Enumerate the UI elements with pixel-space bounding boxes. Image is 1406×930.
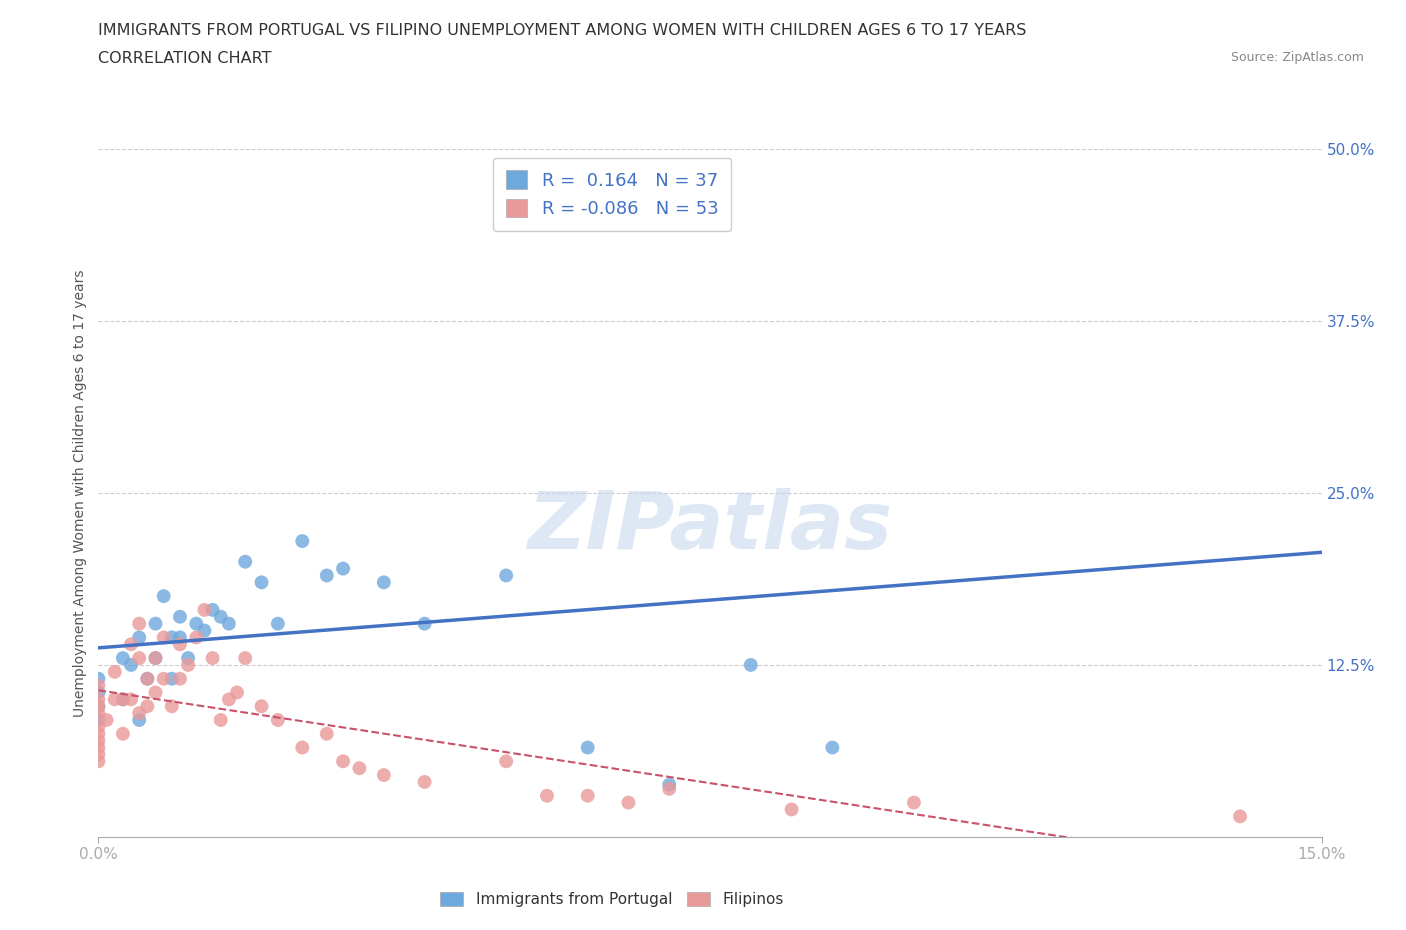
Point xyxy=(169,630,191,644)
Point xyxy=(201,603,224,618)
Point xyxy=(160,698,183,713)
Point xyxy=(87,726,110,741)
Text: CORRELATION CHART: CORRELATION CHART xyxy=(98,51,271,66)
Y-axis label: Unemployment Among Women with Children Ages 6 to 17 years: Unemployment Among Women with Children A… xyxy=(73,269,87,717)
Point xyxy=(250,698,273,713)
Point xyxy=(87,754,110,769)
Point xyxy=(373,767,395,782)
Point xyxy=(373,575,395,590)
Point xyxy=(177,651,200,666)
Point xyxy=(780,802,803,817)
Point xyxy=(536,789,558,804)
Point xyxy=(87,685,110,700)
Point xyxy=(186,617,208,631)
Legend: Immigrants from Portugal, Filipinos: Immigrants from Portugal, Filipinos xyxy=(434,886,790,913)
Point xyxy=(160,671,183,686)
Point xyxy=(903,795,925,810)
Point xyxy=(576,740,599,755)
Point xyxy=(87,698,110,713)
Point xyxy=(136,698,159,713)
Point xyxy=(152,671,174,686)
Point xyxy=(111,726,134,741)
Point xyxy=(111,692,134,707)
Point xyxy=(128,630,150,644)
Point xyxy=(104,664,127,679)
Point xyxy=(128,712,150,727)
Point xyxy=(658,781,681,796)
Point xyxy=(291,740,314,755)
Point xyxy=(315,726,337,741)
Point xyxy=(209,712,232,727)
Point xyxy=(87,671,110,686)
Point xyxy=(1229,809,1251,824)
Point xyxy=(87,733,110,748)
Point xyxy=(332,561,354,576)
Point xyxy=(96,712,118,727)
Point xyxy=(136,671,159,686)
Point xyxy=(193,623,215,638)
Text: ZIPatlas: ZIPatlas xyxy=(527,488,893,566)
Point xyxy=(87,740,110,755)
Point xyxy=(120,692,142,707)
Point xyxy=(413,775,436,790)
Point xyxy=(145,651,167,666)
Point xyxy=(111,692,134,707)
Point xyxy=(145,651,167,666)
Point xyxy=(87,698,110,713)
Point xyxy=(332,754,354,769)
Point xyxy=(87,692,110,707)
Point xyxy=(152,589,174,604)
Point xyxy=(349,761,371,776)
Point xyxy=(87,720,110,735)
Point xyxy=(128,651,150,666)
Point xyxy=(145,617,167,631)
Point xyxy=(267,617,290,631)
Point xyxy=(576,789,599,804)
Point xyxy=(160,630,183,644)
Point xyxy=(193,603,215,618)
Point xyxy=(495,568,517,583)
Text: IMMIGRANTS FROM PORTUGAL VS FILIPINO UNEMPLOYMENT AMONG WOMEN WITH CHILDREN AGES: IMMIGRANTS FROM PORTUGAL VS FILIPINO UNE… xyxy=(98,23,1026,38)
Point xyxy=(233,554,256,569)
Point xyxy=(169,637,191,652)
Point xyxy=(218,617,240,631)
Point xyxy=(104,692,127,707)
Point xyxy=(413,617,436,631)
Point xyxy=(152,630,174,644)
Point xyxy=(617,795,640,810)
Point xyxy=(186,630,208,644)
Point xyxy=(226,685,249,700)
Point xyxy=(120,637,142,652)
Point xyxy=(250,575,273,590)
Point xyxy=(315,568,337,583)
Point xyxy=(675,204,697,219)
Point xyxy=(177,658,200,672)
Point xyxy=(495,754,517,769)
Point xyxy=(201,651,224,666)
Point xyxy=(291,534,314,549)
Point xyxy=(145,685,167,700)
Point xyxy=(740,658,762,672)
Point xyxy=(128,706,150,721)
Point xyxy=(821,740,844,755)
Point xyxy=(87,678,110,693)
Point xyxy=(267,712,290,727)
Point xyxy=(218,692,240,707)
Point xyxy=(87,747,110,762)
Point xyxy=(128,617,150,631)
Point xyxy=(120,658,142,672)
Point xyxy=(87,712,110,727)
Point xyxy=(658,777,681,792)
Point xyxy=(136,671,159,686)
Text: Source: ZipAtlas.com: Source: ZipAtlas.com xyxy=(1230,51,1364,64)
Point xyxy=(209,609,232,624)
Point xyxy=(169,609,191,624)
Point xyxy=(169,671,191,686)
Point xyxy=(233,651,256,666)
Point xyxy=(87,706,110,721)
Point xyxy=(111,651,134,666)
